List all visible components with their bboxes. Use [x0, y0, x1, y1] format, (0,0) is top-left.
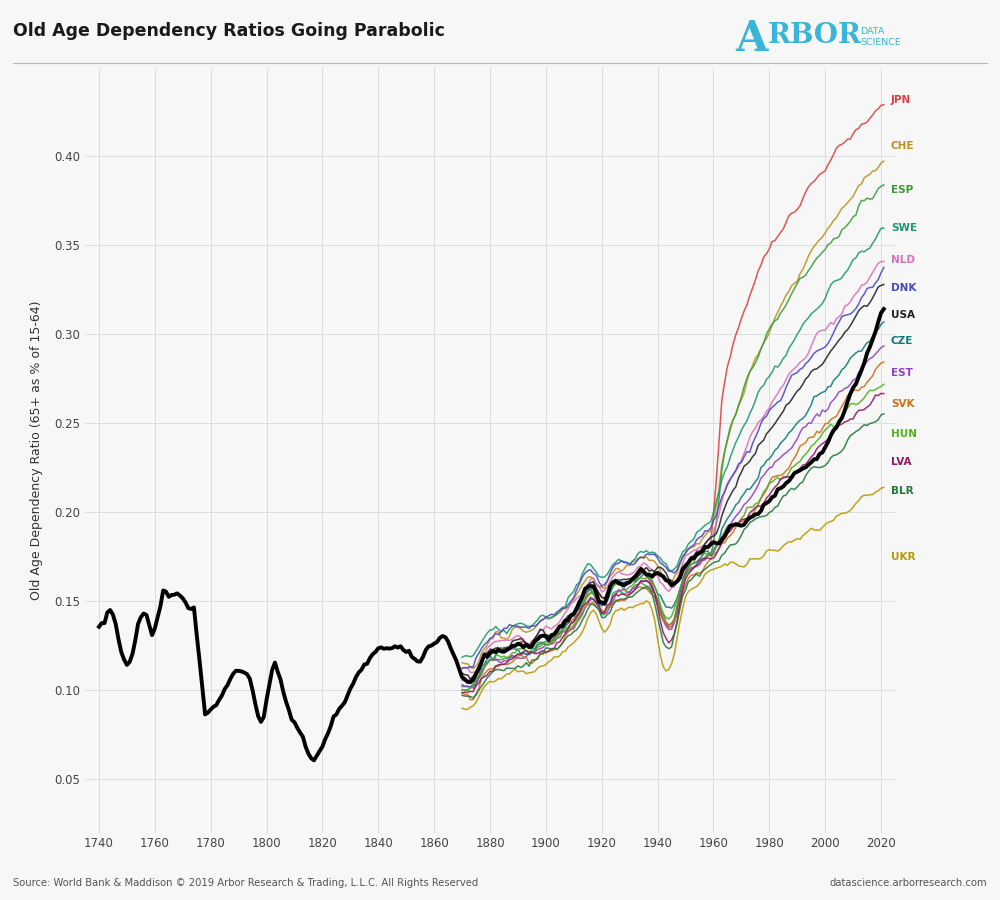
Text: UKR: UKR: [891, 552, 915, 562]
Text: EST: EST: [891, 368, 913, 379]
Text: SVK: SVK: [891, 399, 914, 409]
Text: Source: World Bank & Maddison © 2019 Arbor Research & Trading, L.L.C. All Rights: Source: World Bank & Maddison © 2019 Arb…: [13, 878, 478, 888]
Text: DATA
SCIENCE: DATA SCIENCE: [860, 27, 901, 48]
Text: ESP: ESP: [891, 185, 913, 195]
Text: USA: USA: [891, 310, 915, 320]
Text: CZE: CZE: [891, 337, 913, 347]
Text: A: A: [735, 18, 767, 60]
Text: CHE: CHE: [891, 140, 914, 151]
Text: SWE: SWE: [891, 222, 917, 232]
Text: HUN: HUN: [891, 429, 917, 439]
Text: Old Age Dependency Ratios Going Parabolic: Old Age Dependency Ratios Going Paraboli…: [13, 22, 445, 40]
Text: datascience.arborresearch.com: datascience.arborresearch.com: [829, 878, 987, 888]
Text: NLD: NLD: [891, 255, 915, 265]
Text: DNK: DNK: [891, 284, 916, 293]
Text: LVA: LVA: [891, 457, 911, 467]
Text: RBOR: RBOR: [768, 22, 862, 49]
Text: BLR: BLR: [891, 486, 913, 496]
Text: JPN: JPN: [891, 94, 911, 104]
Y-axis label: Old Age Dependency Ratio (65+ as % of 15-64): Old Age Dependency Ratio (65+ as % of 15…: [30, 301, 43, 599]
